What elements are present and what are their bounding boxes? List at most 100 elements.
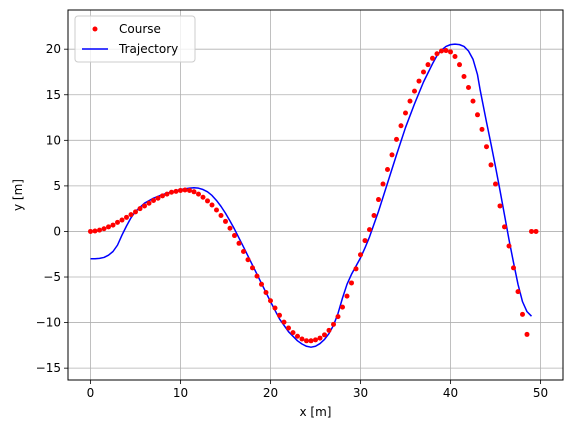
course-point xyxy=(403,110,408,115)
x-tick-label: 20 xyxy=(263,386,278,400)
x-tick-label: 0 xyxy=(87,386,95,400)
y-tick-label: 0 xyxy=(53,224,61,238)
course-point xyxy=(345,294,350,299)
course-point xyxy=(102,226,107,231)
course-point xyxy=(111,223,116,228)
course-point xyxy=(430,56,435,61)
course-point xyxy=(322,332,327,337)
course-point xyxy=(124,215,129,220)
course-point xyxy=(286,326,291,331)
legend-course-label: Course xyxy=(119,22,161,36)
x-tick-label: 40 xyxy=(443,386,458,400)
y-tick-label: −15 xyxy=(36,361,61,375)
legend-trajectory-label: Trajectory xyxy=(118,42,178,56)
course-point xyxy=(444,48,449,53)
course-point xyxy=(520,312,525,317)
course-point xyxy=(228,226,233,231)
course-series xyxy=(88,48,539,343)
course-point xyxy=(448,49,453,54)
course-point xyxy=(363,238,368,243)
course-point xyxy=(169,190,174,195)
course-point xyxy=(309,338,314,343)
course-point xyxy=(336,314,341,319)
course-point xyxy=(507,244,512,249)
course-point xyxy=(205,198,210,203)
course-point xyxy=(147,201,152,206)
x-ticks: 0 10 20 30 40 50 xyxy=(87,380,548,400)
course-point xyxy=(349,280,354,285)
course-point xyxy=(291,330,296,335)
trajectory-line xyxy=(91,44,532,347)
y-tick-label: −10 xyxy=(36,316,61,330)
trajectory-series xyxy=(91,44,532,347)
course-point xyxy=(385,167,390,172)
grid xyxy=(68,10,563,380)
course-point xyxy=(277,313,282,318)
course-point xyxy=(250,265,255,270)
course-point xyxy=(457,62,462,67)
course-point xyxy=(462,74,467,79)
course-point xyxy=(525,332,530,337)
course-point xyxy=(201,195,206,200)
legend-course-marker xyxy=(93,27,98,32)
course-point xyxy=(493,182,498,187)
course-point xyxy=(453,54,458,59)
course-point xyxy=(304,338,309,343)
course-point xyxy=(241,249,246,254)
course-point xyxy=(246,257,251,262)
course-point xyxy=(489,162,494,167)
course-point xyxy=(394,137,399,142)
course-point xyxy=(439,49,444,54)
x-tick-label: 10 xyxy=(173,386,188,400)
course-point xyxy=(399,123,404,128)
course-point xyxy=(426,62,431,67)
course-point xyxy=(129,212,134,217)
course-point xyxy=(214,208,219,213)
course-point xyxy=(196,192,201,197)
course-point xyxy=(435,51,440,56)
legend: Course Trajectory xyxy=(75,16,195,62)
course-point xyxy=(106,224,111,229)
course-point xyxy=(156,196,161,201)
course-point xyxy=(300,336,305,341)
course-point xyxy=(417,79,422,84)
course-point xyxy=(97,228,102,233)
course-point xyxy=(115,220,120,225)
course-point xyxy=(498,203,503,208)
course-point xyxy=(210,203,215,208)
course-point xyxy=(232,233,237,238)
y-tick-label: 5 xyxy=(53,179,61,193)
course-point xyxy=(484,144,489,149)
y-tick-label: 15 xyxy=(46,88,61,102)
course-point xyxy=(354,266,359,271)
course-point xyxy=(471,99,476,104)
course-point xyxy=(165,192,170,197)
course-point xyxy=(318,336,323,341)
course-point xyxy=(138,206,143,211)
course-point xyxy=(390,152,395,157)
course-point xyxy=(475,112,480,117)
course-point xyxy=(192,189,197,194)
course-point xyxy=(237,241,242,246)
course-point xyxy=(120,218,125,223)
course-point xyxy=(511,265,516,270)
course-point xyxy=(381,182,386,187)
course-point xyxy=(259,282,264,287)
course-point xyxy=(480,127,485,132)
course-point xyxy=(534,229,539,234)
course-point xyxy=(178,188,183,193)
course-point xyxy=(282,320,287,325)
x-axis-label: x [m] xyxy=(300,405,332,419)
course-point xyxy=(219,213,224,218)
course-point xyxy=(295,334,300,339)
course-point xyxy=(183,187,188,192)
course-point xyxy=(529,229,534,234)
course-point xyxy=(412,89,417,94)
course-point xyxy=(151,198,156,203)
course-point xyxy=(376,197,381,202)
course-point xyxy=(367,227,372,232)
y-tick-label: 10 xyxy=(46,133,61,147)
course-point xyxy=(408,99,413,104)
course-point xyxy=(174,189,179,194)
